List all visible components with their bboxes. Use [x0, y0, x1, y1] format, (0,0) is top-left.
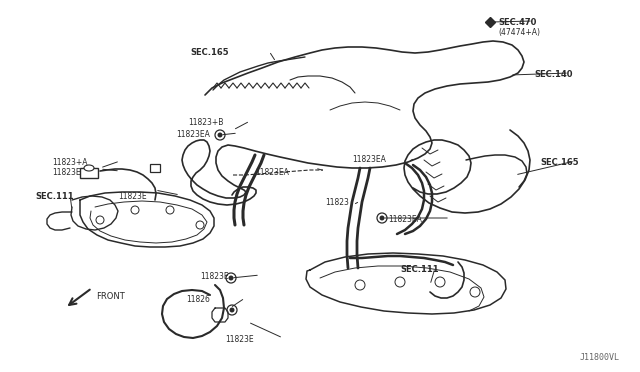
Text: 11823EA: 11823EA: [388, 215, 422, 224]
Text: 11823EA: 11823EA: [176, 130, 210, 139]
Text: 11823E: 11823E: [200, 272, 228, 281]
Text: SEC.140: SEC.140: [534, 70, 573, 79]
Text: 11823EA: 11823EA: [352, 155, 386, 164]
Bar: [80, 168, 98, 178]
Text: (47474+A): (47474+A): [498, 28, 540, 37]
Text: SEC.111: SEC.111: [35, 192, 74, 201]
Ellipse shape: [84, 165, 94, 171]
Text: SEC.165: SEC.165: [540, 158, 579, 167]
Text: 11823E: 11823E: [52, 168, 81, 177]
Text: 11823E: 11823E: [225, 335, 253, 344]
Circle shape: [228, 276, 234, 280]
Text: J11800VL: J11800VL: [580, 353, 620, 362]
Text: 11823E: 11823E: [118, 192, 147, 201]
Text: 11823EA: 11823EA: [255, 168, 289, 177]
Text: SEC.470: SEC.470: [498, 18, 536, 27]
Circle shape: [380, 215, 385, 221]
Text: 11823+A: 11823+A: [52, 158, 88, 167]
Text: SEC.165: SEC.165: [190, 48, 228, 57]
Circle shape: [218, 132, 223, 138]
Circle shape: [230, 308, 234, 312]
Text: FRONT: FRONT: [96, 292, 125, 301]
Text: 11823+B: 11823+B: [188, 118, 223, 127]
Text: 11823: 11823: [325, 198, 349, 207]
Bar: [150, 164, 160, 172]
Text: 11826: 11826: [186, 295, 210, 304]
Text: SEC.111: SEC.111: [400, 265, 438, 274]
